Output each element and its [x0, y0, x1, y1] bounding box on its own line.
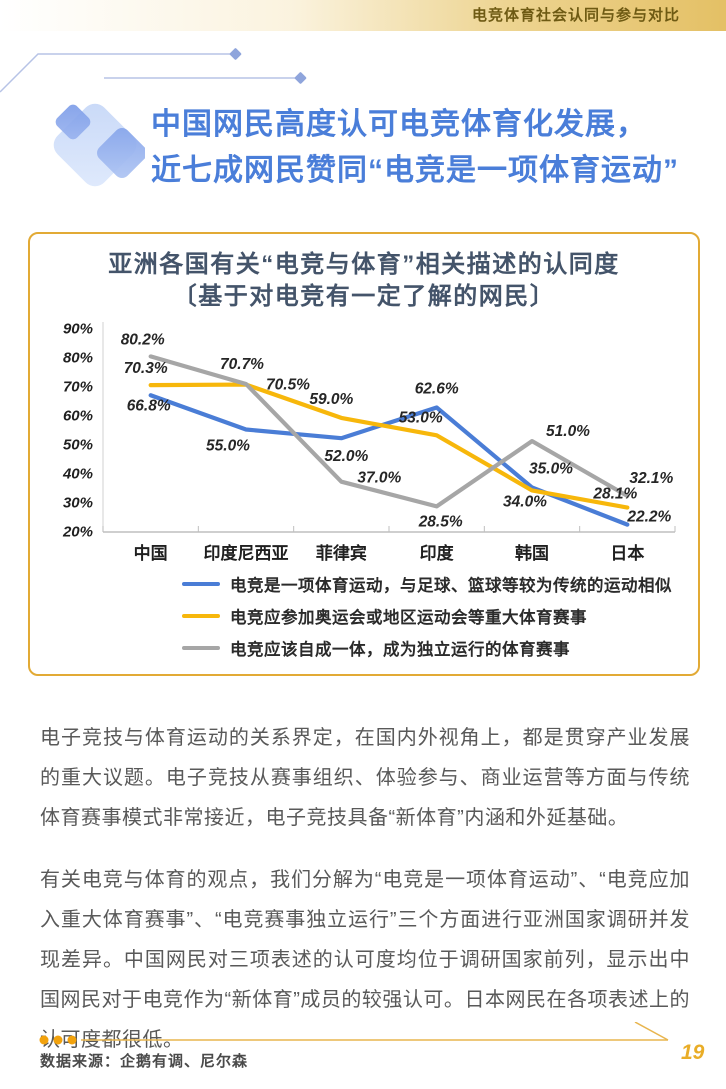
legend-label: 电竞应该自成一体，成为独立运行的体育赛事 — [230, 640, 570, 659]
legend-item-1: 电竞应参加奥运会或地区运动会等重大体育赛事 — [182, 605, 698, 627]
data-point-label: 59.0% — [309, 391, 353, 408]
data-point-label: 37.0% — [357, 470, 401, 487]
y-axis-label: 70% — [63, 379, 93, 396]
data-point-label: 51.0% — [546, 423, 590, 440]
chart-legend: 电竞是一项体育运动，与足球、篮球等较为传统的运动相似 电竞应参加奥运会或地区运动会… — [182, 573, 698, 659]
y-axis-label: 40% — [62, 466, 93, 483]
header-strip: 电竞体育社会认同与参与对比 — [0, 0, 726, 31]
category-label: 日本 — [610, 543, 644, 563]
legend-item-0: 电竞是一项体育运动，与足球、篮球等较为传统的运动相似 — [182, 573, 698, 595]
data-point-label: 70.5% — [266, 377, 310, 394]
data-point-label: 22.2% — [626, 509, 671, 526]
data-point-label: 70.3% — [124, 360, 168, 377]
data-point-label: 80.2% — [121, 331, 165, 348]
body-paragraph-1: 电子竞技与体育运动的关系界定，在国内外视角上，都是贯穿产业发展的重大议题。电子竞… — [40, 727, 690, 829]
legend-swatch — [182, 581, 220, 586]
decorative-lines — [0, 48, 307, 93]
y-axis-label: 30% — [63, 495, 93, 512]
chart-title-line2: 〔基于对电竞有一定了解的网民〕 — [172, 283, 556, 310]
y-axis-label: 50% — [63, 437, 93, 454]
page-title: 中国网民高度认可电竞体育化发展， 近七成网民赞同“电竞是一项体育运动” — [151, 102, 679, 194]
page-number: 19 — [681, 1041, 705, 1064]
data-point-label: 55.0% — [206, 438, 250, 455]
legend-swatch — [182, 613, 220, 618]
line-chart: 90% 80% 70% 60% 50% 40% 30% 20% 66.8% 55.0% 52.0% 6… — [62, 321, 676, 563]
body-paragraph-2: 有关电竞与体育的观点，我们分解为“电竞是一项体育运动”、“电竞应加入重大体育赛事… — [40, 869, 690, 1051]
category-label: 菲律宾 — [316, 543, 367, 563]
y-axis-label: 80% — [63, 350, 93, 367]
data-point-label: 35.0% — [529, 461, 573, 478]
category-label: 中国 — [134, 543, 168, 563]
y-axis-label: 60% — [63, 408, 93, 425]
legend-item-2: 电竞应该自成一体，成为独立运行的体育赛事 — [182, 637, 698, 659]
data-point-label: 53.0% — [399, 409, 443, 426]
chart-title: 亚洲各国有关“电竞与体育”相关描述的认同度 〔基于对电竞有一定了解的网民〕 — [30, 249, 698, 313]
data-point-label: 28.5% — [418, 513, 463, 530]
page-title-line1: 中国网民高度认可电竞体育化发展， — [151, 108, 647, 141]
data-source-note: 数据来源：企鹅有调、尼尔森 — [40, 1053, 249, 1070]
data-point-label: 32.1% — [629, 470, 673, 487]
legend-label: 电竞是一项体育运动，与足球、篮球等较为传统的运动相似 — [230, 576, 672, 595]
data-point-label: 52.0% — [324, 448, 368, 465]
category-label: 印度尼西亚 — [204, 543, 289, 563]
legend-swatch — [182, 645, 220, 650]
data-point-label: 28.1% — [592, 486, 637, 503]
y-axis-label: 90% — [63, 321, 93, 338]
chart-title-line1: 亚洲各国有关“电竞与体育”相关描述的认同度 — [108, 251, 620, 278]
page-title-line2: 近七成网民赞同“电竞是一项体育运动” — [151, 154, 679, 187]
data-point-label: 34.0% — [503, 493, 547, 510]
legend-label: 电竞应参加奥运会或地区运动会等重大体育赛事 — [230, 608, 587, 627]
chart-card: 亚洲各国有关“电竞与体育”相关描述的认同度 〔基于对电竞有一定了解的网民〕 90… — [28, 232, 700, 676]
category-label: 印度 — [420, 543, 455, 563]
footer-rule — [39, 1022, 669, 1045]
data-point-label: 62.6% — [415, 380, 459, 397]
diamond-cluster-icon — [53, 103, 145, 187]
y-axis-label: 20% — [62, 524, 93, 541]
series-line-1 — [148, 382, 630, 510]
data-point-label: 70.7% — [220, 356, 264, 373]
header-section-title: 电竞体育社会认同与参与对比 — [471, 7, 680, 24]
series-line-2 — [148, 354, 630, 509]
data-point-label: 66.8% — [127, 397, 171, 414]
category-label: 韩国 — [515, 543, 549, 563]
